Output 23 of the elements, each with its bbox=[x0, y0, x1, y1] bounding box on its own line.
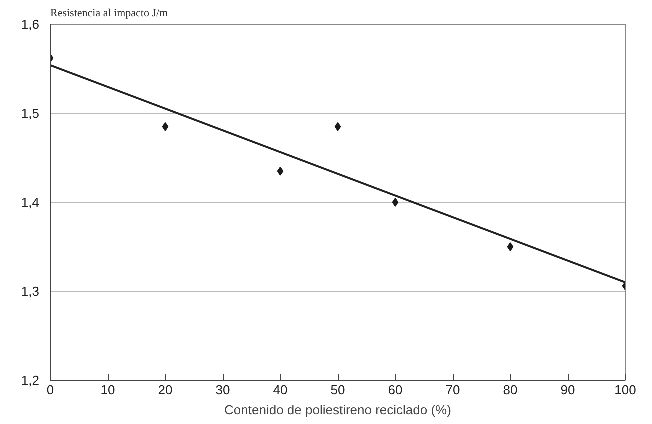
point bbox=[392, 198, 399, 207]
x-tick-label: 100 bbox=[614, 382, 636, 398]
x-tick-label: 40 bbox=[273, 382, 288, 398]
point bbox=[507, 242, 514, 252]
y-tick-label: 1,5 bbox=[21, 106, 40, 121]
point bbox=[277, 166, 284, 176]
x-axis-title: Contenido de poliestireno reciclado (%) bbox=[224, 402, 452, 418]
x-tick-label: 90 bbox=[560, 382, 576, 398]
x-tick-label: 0 bbox=[46, 382, 54, 398]
y-tick-label: 1,2 bbox=[21, 373, 40, 388]
y-tick-label: 1,4 bbox=[21, 195, 40, 210]
y-tick-label: 1,6 bbox=[21, 17, 40, 32]
x-tick-label: 50 bbox=[330, 382, 346, 398]
x-tick-label: 60 bbox=[388, 382, 403, 398]
x-tick-label: 30 bbox=[216, 382, 230, 398]
point bbox=[162, 122, 169, 132]
chart-title: Resistencia al impacto J/m bbox=[50, 8, 169, 20]
point bbox=[334, 122, 342, 132]
x-tick-label: 20 bbox=[158, 382, 173, 398]
x-tick-label: 10 bbox=[100, 382, 116, 398]
x-tick-label: 70 bbox=[446, 382, 460, 398]
x-tick-label: 80 bbox=[503, 382, 518, 398]
y-tick-label: 1,3 bbox=[21, 284, 40, 299]
